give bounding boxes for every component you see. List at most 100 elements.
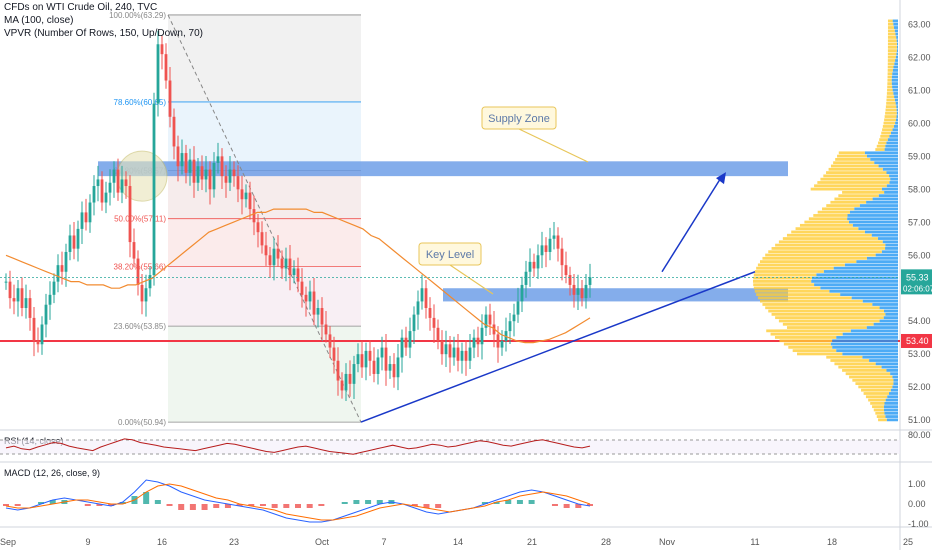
vpvr-bar-up bbox=[883, 408, 898, 412]
vpvr-bar-up bbox=[816, 273, 898, 277]
candle-body bbox=[248, 192, 252, 210]
vpvr-bar-down bbox=[765, 306, 880, 310]
vpvr-bar-down bbox=[753, 273, 817, 277]
macd-histogram-bar bbox=[411, 504, 418, 506]
vpvr-bar-up bbox=[896, 111, 898, 115]
vpvr-bar-down bbox=[792, 349, 837, 353]
symbol-legend[interactable]: CFDs on WTI Crude Oil, 240, TVC bbox=[4, 2, 158, 13]
vpvr-bar-up bbox=[889, 181, 898, 184]
vpvr-bar-down bbox=[782, 237, 878, 240]
vpvr-bar-down bbox=[887, 62, 895, 66]
candle-body bbox=[452, 347, 456, 358]
candle-body bbox=[396, 357, 400, 378]
vpvr-bar-up bbox=[896, 52, 898, 56]
vpvr-bar-up bbox=[881, 187, 898, 191]
macd-histogram-bar bbox=[178, 504, 185, 510]
vpvr-bar-down bbox=[887, 29, 895, 33]
macd-histogram-bar bbox=[563, 504, 570, 508]
candle-body bbox=[204, 169, 208, 180]
candle-body bbox=[412, 314, 416, 332]
vpvr-bar-up bbox=[886, 184, 898, 188]
vpvr-bar-up bbox=[892, 72, 898, 76]
vpvr-bar-up bbox=[893, 65, 898, 69]
ma-legend[interactable]: MA (100, close) bbox=[4, 15, 74, 26]
price-tick: 63.00 bbox=[908, 19, 931, 29]
vpvr-bar-down bbox=[828, 167, 883, 171]
vpvr-bar-up bbox=[891, 82, 898, 85]
vpvr-bar-down bbox=[887, 85, 893, 89]
candle-body bbox=[384, 347, 388, 371]
vpvr-bar-up bbox=[862, 355, 898, 359]
vpvr-bar-up bbox=[896, 49, 898, 53]
vpvr-bar-up bbox=[866, 326, 898, 329]
macd-histogram-bar bbox=[49, 500, 56, 504]
candle-body bbox=[524, 271, 528, 285]
candle-body bbox=[52, 281, 56, 295]
vpvr-bar-down bbox=[765, 253, 876, 257]
vpvr-bar-down bbox=[882, 128, 893, 132]
vpvr-bar-up bbox=[842, 352, 898, 356]
candle-body bbox=[424, 288, 428, 309]
candle-body bbox=[560, 248, 564, 266]
vpvr-bar-down bbox=[887, 88, 893, 92]
candle-body bbox=[316, 308, 320, 315]
vpvr-bar-up bbox=[830, 342, 898, 346]
vpvr-bar-up bbox=[877, 237, 898, 240]
vpvr-bar-up bbox=[892, 85, 898, 89]
vpvr-bar-down bbox=[771, 247, 886, 250]
vpvr-bar-down bbox=[774, 336, 837, 339]
price-tick: 53.00 bbox=[908, 349, 931, 359]
candle-body bbox=[364, 350, 368, 368]
candle-body bbox=[188, 159, 192, 173]
vpvr-bar-up bbox=[842, 332, 898, 336]
vpvr-bar-down bbox=[799, 223, 853, 227]
candle-body bbox=[104, 192, 108, 203]
macd-histogram-bar bbox=[283, 504, 290, 508]
macd-histogram-bar bbox=[248, 504, 255, 506]
key-level-zone bbox=[443, 288, 788, 302]
vpvr-bar-up bbox=[895, 59, 898, 62]
vpvr-bar-up bbox=[870, 158, 898, 161]
price-tick: 58.00 bbox=[908, 184, 931, 194]
candle-body bbox=[40, 324, 44, 345]
candle-body bbox=[272, 248, 276, 266]
vpvr-legend[interactable]: VPVR (Number Of Rows, 150, Up/Down, 70) bbox=[4, 28, 203, 39]
vpvr-bar-down bbox=[887, 26, 894, 29]
macd-histogram-bar bbox=[551, 504, 558, 506]
price-tick: 57.00 bbox=[908, 217, 931, 227]
vpvr-bar-up bbox=[893, 26, 898, 29]
vpvr-bar-up bbox=[873, 322, 898, 326]
vpvr-bar-up bbox=[886, 369, 898, 372]
vpvr-bar-up bbox=[884, 411, 898, 415]
vpvr-bar-up bbox=[874, 161, 898, 165]
vpvr-bar-down bbox=[879, 138, 888, 142]
countdown-text: 02:06:07 bbox=[903, 284, 932, 293]
candle-body bbox=[428, 308, 432, 318]
signal-line bbox=[5, 483, 591, 521]
vpvr-bar-up bbox=[847, 214, 898, 217]
vpvr-bar-down bbox=[823, 174, 890, 178]
vpvr-bar-down bbox=[881, 131, 891, 135]
time-tick: 25 bbox=[903, 537, 913, 547]
vpvr-bar-up bbox=[836, 349, 898, 353]
vpvr-bar-up bbox=[884, 190, 898, 194]
vpvr-bar-up bbox=[864, 151, 898, 155]
candle-body bbox=[4, 281, 8, 283]
vpvr-bar-up bbox=[862, 299, 898, 303]
vpvr-bar-down bbox=[754, 270, 824, 273]
time-tick: 28 bbox=[601, 537, 611, 547]
vpvr-bar-down bbox=[887, 32, 896, 36]
candle-body bbox=[528, 261, 532, 272]
vpvr-bar-down bbox=[822, 207, 855, 211]
vpvr-bar-down bbox=[887, 39, 897, 43]
projection-arrow bbox=[661, 175, 723, 273]
candle-body bbox=[512, 314, 516, 322]
candle-body bbox=[460, 350, 464, 361]
macd-histogram-bar bbox=[528, 500, 535, 504]
macd-histogram-bar bbox=[493, 502, 500, 504]
vpvr-bar-up bbox=[879, 319, 898, 323]
macd-histogram-bar bbox=[108, 504, 115, 506]
rsi-tick: 80.00 bbox=[908, 430, 931, 440]
